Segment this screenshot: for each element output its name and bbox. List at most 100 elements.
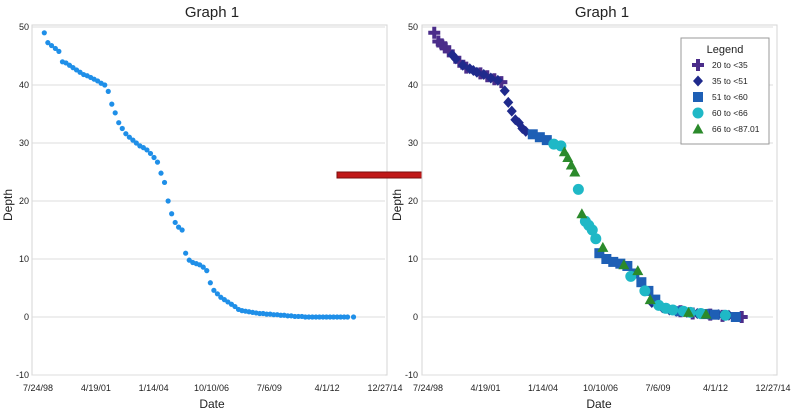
left-y-axis-title: Depth [1, 189, 15, 221]
legend-label: 35 to <51 [712, 76, 748, 86]
data-point [576, 208, 588, 219]
data-point [151, 154, 157, 161]
data-point [590, 233, 602, 245]
data-point [130, 137, 136, 143]
data-point [204, 268, 210, 274]
y-tick-label: -10 [405, 370, 418, 380]
data-point [207, 280, 213, 286]
left-data-points [41, 30, 357, 320]
data-point [632, 265, 644, 276]
data-point [527, 129, 538, 140]
right-chart-title: Graph 1 [575, 4, 629, 21]
data-point [109, 101, 115, 107]
data-point [330, 314, 337, 320]
data-point [562, 152, 574, 162]
y-tick-label: 20 [19, 196, 29, 206]
data-point [116, 120, 122, 126]
data-point [453, 55, 466, 68]
data-point [147, 150, 154, 157]
data-point [102, 82, 108, 88]
data-point [200, 264, 206, 270]
data-point [495, 76, 508, 89]
data-point [735, 311, 748, 323]
data-point [457, 59, 468, 71]
x-tick-label: 10/10/06 [583, 383, 618, 393]
x-tick-label: 12/27/14 [755, 383, 790, 393]
data-point [586, 224, 598, 236]
data-point [350, 314, 357, 320]
right-x-axis-title: Date [586, 397, 612, 411]
y-tick-label: 30 [408, 138, 418, 148]
data-point [161, 179, 168, 186]
data-point [636, 277, 647, 288]
y-tick-label: 40 [19, 80, 29, 90]
x-tick-label: 10/10/06 [194, 383, 229, 393]
data-point [506, 105, 517, 117]
depth-chart-left: Graph 1 -10 0 10 20 30 40 50 7/24/98 4/19/01 1/1… [1, 4, 403, 411]
data-point [432, 35, 445, 48]
x-tick-label: 4/19/01 [81, 383, 111, 393]
left-x-tick-labels: 7/24/98 4/19/01 1/14/04 10/10/06 7/6/09 4/1/1… [23, 383, 403, 393]
legend-marker-square [693, 92, 703, 102]
data-point [594, 248, 605, 259]
data-point [428, 26, 441, 39]
data-point [618, 259, 630, 270]
data-point [442, 45, 455, 58]
data-point [667, 304, 679, 316]
data-point [569, 166, 581, 177]
y-tick-label: 20 [408, 196, 418, 206]
legend-label: 20 to <35 [712, 60, 748, 70]
data-point [478, 69, 489, 81]
y-tick-label: 30 [19, 138, 29, 148]
data-point [48, 42, 55, 49]
x-tick-label: 7/24/98 [23, 383, 53, 393]
x-tick-label: 7/24/98 [413, 383, 443, 393]
x-tick-label: 1/14/04 [139, 383, 169, 393]
data-point [435, 38, 448, 51]
data-point [169, 211, 175, 217]
data-point [214, 291, 220, 297]
data-point [683, 306, 695, 317]
data-point [503, 96, 514, 108]
legend-label: 60 to <66 [712, 108, 748, 118]
data-point [639, 285, 651, 297]
legend-label: 66 to <87.01 [712, 124, 760, 134]
legend-marker-circle [692, 107, 704, 119]
data-point [41, 30, 47, 36]
x-tick-label: 4/19/01 [470, 383, 500, 393]
right-y-tick-labels: -10 0 10 20 30 40 50 [405, 22, 418, 380]
data-point [572, 183, 584, 195]
data-point [450, 53, 461, 65]
x-tick-label: 12/27/14 [367, 383, 402, 393]
data-point [344, 314, 351, 320]
x-tick-label: 7/6/09 [645, 383, 670, 393]
data-point [730, 312, 741, 322]
data-point [309, 314, 315, 320]
x-tick-label: 1/14/04 [528, 383, 558, 393]
legend-box [680, 37, 770, 145]
y-tick-label: 40 [408, 80, 418, 90]
legend-marker-plus [692, 59, 704, 71]
data-point [179, 227, 185, 233]
data-point [601, 254, 612, 264]
data-point [597, 241, 609, 252]
data-point [719, 309, 731, 321]
x-tick-label: 4/1/12 [315, 383, 340, 393]
data-point [165, 198, 171, 204]
data-point [565, 159, 577, 170]
left-x-axis-title: Date [199, 397, 225, 411]
y-tick-label: 0 [24, 312, 29, 322]
depth-chart-right: Graph 1 -10 0 10 20 30 40 50 7/24/98 4/19/01 1/1… [390, 4, 791, 411]
data-point [126, 134, 132, 140]
data-point [175, 224, 182, 230]
data-point [172, 219, 178, 226]
data-point [644, 294, 656, 305]
data-point [615, 258, 626, 269]
legend-items: 20 to <35 35 to <51 51 to <60 60 to <66 66 t… [692, 59, 760, 134]
y-tick-label: 10 [19, 254, 29, 264]
legend-label: 51 to <60 [712, 92, 748, 102]
data-point [119, 125, 125, 132]
left-y-tick-labels: -10 0 10 20 30 40 50 [16, 22, 29, 380]
y-tick-label: 50 [408, 22, 418, 32]
